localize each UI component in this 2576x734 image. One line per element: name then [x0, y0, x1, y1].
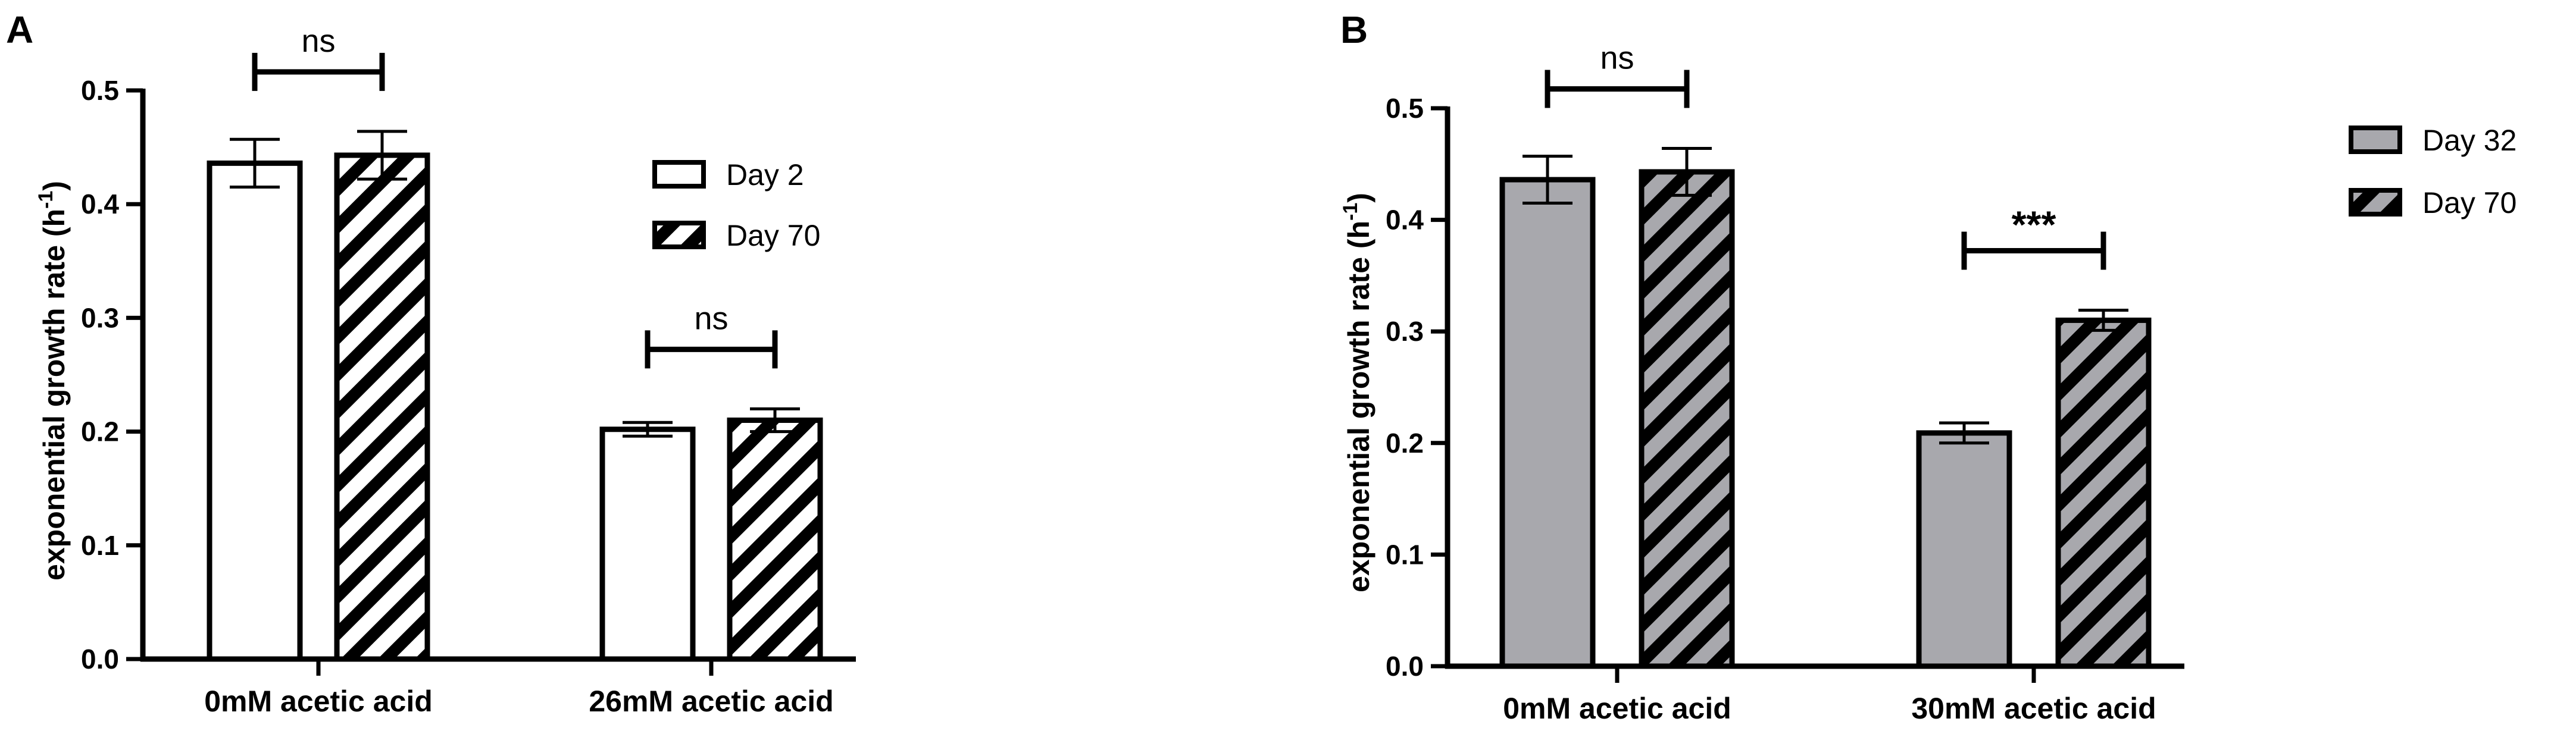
panel-b-x-axis: 0mM acetic acid 30mM acetic acid — [1445, 663, 2184, 725]
panel-a-bars — [207, 130, 823, 662]
y-tick-label: 0.4 — [1386, 205, 1424, 236]
bar — [1499, 177, 1596, 669]
significance-label: ns — [301, 23, 335, 59]
y-tick-label: 0.3 — [81, 302, 119, 333]
panel-a-ylabel: exponential growth rate (h-1) — [35, 181, 71, 581]
bar — [727, 417, 823, 662]
panel-a-letter: A — [6, 8, 33, 51]
y-tick-label: 0.0 — [81, 644, 119, 675]
significance-label: ns — [1600, 40, 1634, 76]
legend-swatch — [2349, 188, 2402, 217]
panel-b-significance: ns *** — [1545, 40, 2106, 270]
panel-b-ylabel: exponential growth rate (h-1) — [1339, 193, 1375, 592]
panel-a-significance: ns ns — [252, 23, 778, 369]
legend-label: Day 70 — [726, 219, 820, 252]
y-tick-label: 0.4 — [81, 189, 119, 219]
panel-b: B exponential growth rate (h-1) 0.00.10.… — [1339, 8, 2516, 725]
significance-label: *** — [2012, 203, 2056, 246]
significance-label: ns — [694, 300, 728, 336]
legend-swatch — [652, 221, 706, 249]
panel-b-legend: Day 32 Day 70 — [2349, 124, 2516, 219]
bar — [2055, 317, 2152, 669]
bar — [207, 160, 303, 662]
bar — [1916, 430, 2012, 669]
panel-a-y-axis: 0.0 0.1 0.2 0.3 0.4 0.5 — [81, 75, 146, 675]
y-tick-label: 0.0 — [1386, 651, 1424, 682]
panel-a: A exponential growth rate (h-1) 0.00.10.… — [6, 8, 856, 718]
panel-b-y-axis: 0.0 0.1 0.2 0.3 0.4 0.5 — [1386, 93, 1450, 682]
legend-swatch — [652, 160, 706, 189]
y-tick-label: 0.5 — [81, 75, 119, 106]
y-tick-label: 0.1 — [1386, 539, 1424, 570]
legend-label: Day 32 — [2422, 124, 2516, 157]
y-tick-label: 0.2 — [1386, 428, 1424, 459]
panel-a-legend: Day 2 Day 70 — [652, 158, 820, 252]
bar — [334, 152, 430, 662]
y-tick-label: 0.5 — [1386, 93, 1424, 124]
x-category-label: 0mM acetic acid — [204, 685, 433, 718]
y-tick-label: 0.2 — [81, 416, 119, 447]
legend-swatch — [2349, 126, 2402, 154]
y-tick-label: 0.1 — [81, 530, 119, 561]
bar — [1639, 169, 1735, 669]
panel-b-bars — [1499, 147, 2152, 669]
legend-label: Day 70 — [2422, 186, 2516, 219]
x-category-label: 30mM acetic acid — [1911, 692, 2156, 725]
panel-a-x-axis: 0mM acetic acid 26mM acetic acid — [140, 656, 856, 718]
x-category-label: 26mM acetic acid — [589, 685, 833, 718]
y-tick-label: 0.3 — [1386, 316, 1424, 347]
x-category-label: 0mM acetic acid — [1503, 692, 1731, 725]
bar — [599, 426, 696, 662]
legend-label: Day 2 — [726, 158, 804, 192]
panel-b-letter: B — [1340, 8, 1368, 51]
